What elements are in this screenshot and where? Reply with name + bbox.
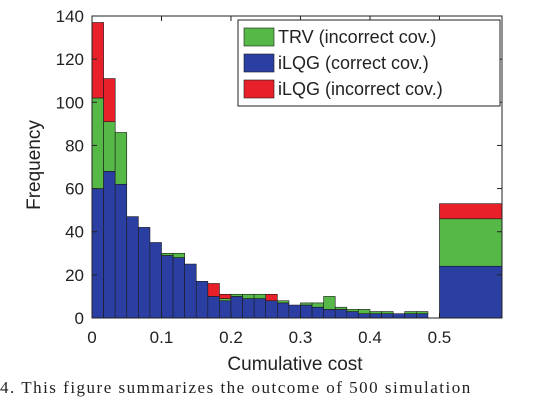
y-axis-label: Frequency	[24, 120, 45, 210]
bar-segment-2	[334, 306, 348, 310]
bar-segment-1	[253, 298, 267, 319]
legend-swatch	[243, 53, 275, 73]
y-tick-label: 120	[56, 50, 84, 69]
bar-segment-1	[114, 183, 128, 319]
bar-segment-1	[242, 298, 255, 319]
bar-segment-1	[207, 296, 220, 319]
legend-label: TRV (incorrect cov.)	[278, 27, 436, 47]
figure-caption: 4. This figure summarizes the outcome of…	[0, 378, 472, 397]
x-tick-label: 0	[87, 328, 96, 347]
bar-segment-1	[230, 296, 243, 319]
legend-swatch	[243, 27, 275, 47]
y-tick-label: 20	[65, 266, 84, 285]
bar-segment-1	[346, 311, 359, 319]
bar-segment-2	[172, 252, 186, 258]
bar-segment-1	[277, 302, 290, 319]
x-tick-label: 0.2	[219, 328, 243, 347]
bar-segment-1	[219, 300, 232, 319]
bar-segment-1	[323, 309, 336, 319]
bar-segment-2	[416, 311, 429, 314]
bar-segment-1	[392, 313, 406, 319]
legend-box	[237, 19, 501, 107]
bar-segment-1	[416, 313, 429, 319]
overflow-bar-segment-1	[439, 265, 503, 319]
bar-segment-2	[358, 309, 371, 314]
bar-segment-3	[207, 283, 220, 297]
bar-segment-2	[230, 293, 243, 297]
bar-segment-2	[369, 311, 382, 314]
bar-segment-1	[369, 313, 382, 319]
bar-segment-1	[161, 255, 174, 319]
y-tick-label: 60	[65, 180, 84, 199]
bar-segment-2	[323, 296, 336, 310]
bar-segment-2	[103, 121, 116, 172]
bar-segment-2	[219, 298, 232, 302]
legend-swatch	[243, 79, 275, 99]
bar-segment-1	[184, 263, 197, 319]
y-tick-label: 0	[75, 309, 84, 328]
x-tick-label: 0.1	[150, 328, 174, 347]
bar-segment-1	[311, 306, 324, 319]
bar-segment-1	[265, 300, 278, 319]
bar-segment-1	[334, 309, 348, 319]
y-tick-label: 40	[65, 223, 84, 242]
bar-segment-1	[103, 171, 116, 319]
bar-segment-2	[404, 311, 417, 314]
legend-label: iLQG (incorrect cov.)	[278, 79, 443, 99]
axes-layer: 0 20 40 60 80 100 120 140 0 0.1 0.2 0.3 0.4 0.5	[56, 7, 503, 347]
bar-segment-1	[195, 281, 209, 319]
bar-segment-2	[242, 293, 255, 299]
legend-label: iLQG (correct cov.)	[278, 53, 429, 73]
bar-segment-2	[346, 309, 359, 312]
bar-segment-2	[114, 132, 128, 185]
bar-segment-1	[404, 313, 417, 319]
legend: TRV (incorrect cov.) iLQG (correct cov.) i…	[237, 19, 501, 107]
x-tick-label: 0.5	[428, 328, 452, 347]
bar-segment-1	[126, 216, 139, 319]
y-tick-label: 140	[56, 7, 84, 26]
overflow-bar-segment-2	[439, 218, 503, 267]
bars-layer	[91, 22, 503, 319]
plot-frame	[91, 15, 503, 319]
bar-segment-1	[172, 257, 186, 319]
bar-segment-1	[288, 304, 301, 319]
x-axis-label: Cumulative cost	[227, 354, 363, 375]
y-tick-label: 100	[56, 93, 84, 112]
histogram-chart: 0 20 40 60 80 100 120 140 0 0.1 0.2 0.3 0.4 0.5 Cumul…	[24, 7, 503, 375]
bar-segment-1	[91, 188, 104, 319]
x-tick-label: 0.4	[358, 328, 382, 347]
bar-segment-1	[138, 227, 151, 319]
overflow-bar-segment-3	[439, 203, 503, 220]
x-tick-label: 0.3	[289, 328, 313, 347]
bar-segment-1	[381, 313, 394, 319]
bar-segment-1	[149, 242, 162, 319]
bar-segment-3	[91, 22, 104, 99]
bar-segment-3	[219, 293, 232, 299]
bar-segment-3	[103, 78, 116, 123]
bar-segment-3	[265, 293, 278, 302]
bar-segment-2	[253, 293, 267, 299]
bar-segment-2	[161, 252, 174, 256]
bar-segment-2	[300, 302, 313, 306]
y-tick-label: 80	[65, 136, 84, 155]
bar-segment-2	[277, 300, 290, 304]
bar-segment-2	[381, 311, 394, 314]
bar-segment-1	[358, 313, 371, 319]
bar-segment-2	[91, 97, 104, 189]
bar-segment-1	[300, 304, 313, 319]
bar-segment-2	[311, 302, 324, 308]
